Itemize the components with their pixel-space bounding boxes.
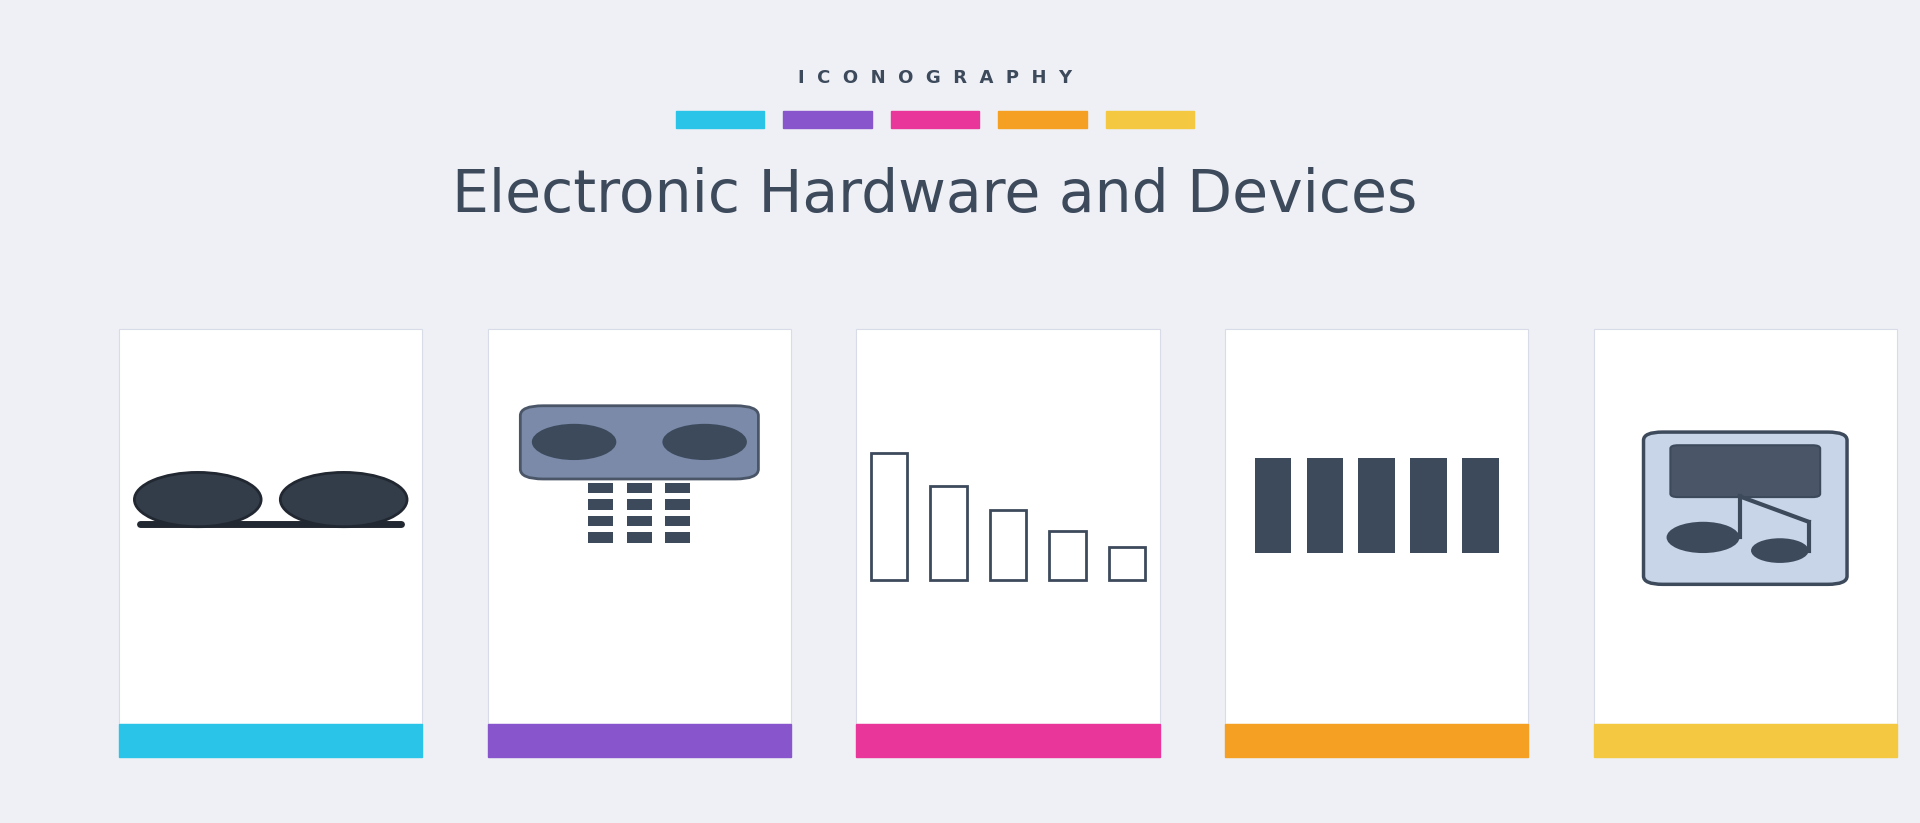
- Bar: [1409, 458, 1448, 553]
- Text: I  C  O  N  O  G  R  A  P  H  Y: I C O N O G R A P H Y: [799, 69, 1071, 87]
- Bar: [488, 724, 791, 757]
- Bar: [929, 486, 966, 580]
- Bar: [626, 515, 653, 527]
- Bar: [1463, 458, 1500, 553]
- Bar: [1225, 329, 1528, 724]
- Bar: [856, 724, 1160, 757]
- Bar: [588, 532, 614, 543]
- Bar: [1225, 724, 1528, 757]
- Bar: [1306, 458, 1344, 553]
- Bar: [856, 329, 1160, 724]
- Bar: [1050, 531, 1087, 580]
- FancyBboxPatch shape: [1670, 445, 1820, 497]
- Bar: [588, 515, 614, 527]
- Bar: [1594, 724, 1897, 757]
- Bar: [891, 111, 979, 128]
- Bar: [1594, 329, 1897, 724]
- Bar: [626, 532, 653, 543]
- Bar: [664, 482, 691, 493]
- Circle shape: [134, 472, 261, 527]
- Circle shape: [662, 424, 747, 460]
- Bar: [1359, 458, 1394, 553]
- Bar: [119, 724, 422, 757]
- Bar: [588, 482, 614, 493]
- Bar: [1256, 458, 1290, 553]
- Circle shape: [1751, 538, 1809, 563]
- Bar: [783, 111, 872, 128]
- Bar: [1110, 547, 1144, 580]
- Bar: [872, 453, 908, 580]
- Bar: [626, 482, 653, 493]
- Bar: [488, 329, 791, 724]
- Bar: [664, 532, 691, 543]
- FancyBboxPatch shape: [520, 406, 758, 479]
- Bar: [998, 111, 1087, 128]
- Bar: [119, 329, 422, 724]
- Text: Electronic Hardware and Devices: Electronic Hardware and Devices: [453, 167, 1417, 225]
- Bar: [664, 515, 691, 527]
- Circle shape: [1667, 522, 1740, 553]
- Bar: [626, 499, 653, 510]
- Circle shape: [280, 472, 407, 527]
- Bar: [588, 499, 614, 510]
- Bar: [664, 499, 691, 510]
- Bar: [991, 510, 1027, 580]
- FancyBboxPatch shape: [1644, 432, 1847, 584]
- Bar: [1106, 111, 1194, 128]
- Circle shape: [532, 424, 616, 460]
- Bar: [676, 111, 764, 128]
